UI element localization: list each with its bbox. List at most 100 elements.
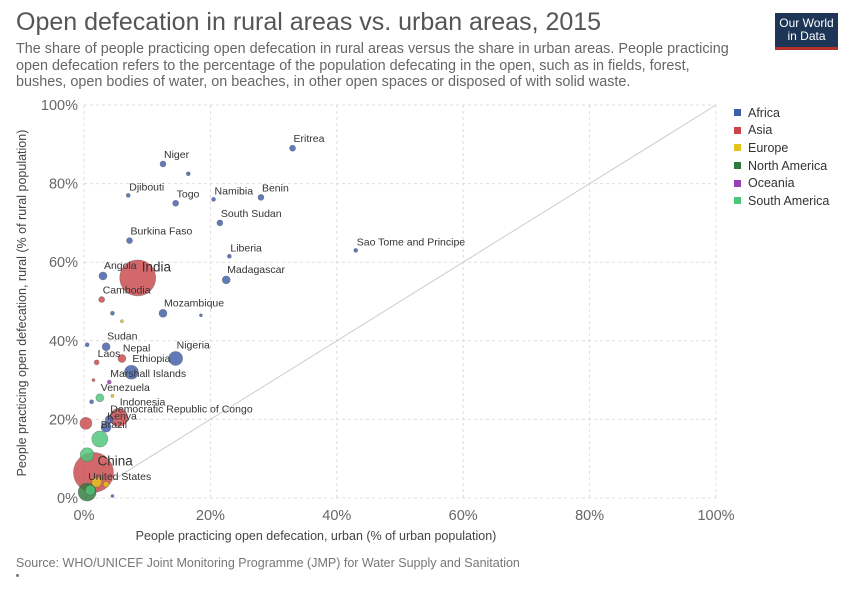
data-point [124, 364, 139, 380]
data-point [110, 394, 115, 398]
data-point [91, 430, 109, 448]
data-point [93, 359, 100, 366]
y-tick-label: 40% [49, 334, 78, 350]
logo-line-1: Our World [779, 16, 834, 30]
point-label: Mozambique [164, 297, 224, 309]
legend-item[interactable]: North America [734, 157, 829, 175]
x-axis-label: People practicing open defecation, urban… [136, 529, 497, 543]
owid-logo[interactable]: Our World in Data [775, 13, 838, 50]
point-label: Togo [177, 188, 200, 200]
legend-label: South America [748, 193, 830, 208]
point-label: Brazil [101, 419, 127, 431]
x-tick-label: 60% [449, 508, 478, 524]
legend-label: Oceania [748, 176, 795, 191]
point-label: Liberia [230, 242, 262, 254]
data-point [172, 199, 179, 207]
point-label: Benin [262, 182, 289, 194]
x-tick-label: 20% [196, 508, 225, 524]
point-label: Eritrea [294, 133, 325, 145]
data-point [353, 248, 359, 253]
y-axis-label: People practicing open defecation, rural… [15, 130, 29, 477]
legend-item[interactable]: Asia [734, 122, 829, 140]
data-point [117, 354, 127, 363]
y-tick-label: 20% [49, 412, 78, 428]
point-label: Niger [164, 149, 190, 161]
legend-swatch [734, 197, 741, 205]
x-tick-label: 80% [575, 508, 604, 524]
y-tick-label: 0% [57, 491, 78, 507]
data-point [211, 197, 216, 202]
legend-item[interactable]: Oceania [734, 174, 829, 192]
axis-ticks: 0%0% 20% 20% 40% 40% 60% 60% 80% 80% 100% 100% [41, 98, 735, 524]
point-label: Nepal [123, 342, 150, 354]
data-points [73, 144, 359, 502]
chart-title: Open defecation in rural areas vs. urban… [16, 8, 602, 36]
reference-line [83, 104, 717, 499]
point-label: Djibouti [129, 181, 164, 193]
legend-swatch [734, 162, 741, 170]
data-point [125, 193, 131, 198]
point-label: Marshall Islands [110, 368, 186, 380]
data-point [106, 379, 112, 385]
point-label: Angola [104, 260, 137, 272]
legend-label: Europe [748, 140, 789, 155]
data-point [79, 417, 93, 430]
data-point [100, 421, 112, 433]
point-label: Venezuela [101, 382, 150, 394]
data-point [104, 415, 114, 424]
data-point [89, 399, 94, 405]
y-tick-label: 100% [41, 98, 78, 114]
data-point [159, 160, 167, 168]
y-tick-label: 80% [49, 177, 78, 193]
legend-item[interactable]: Africa [734, 104, 829, 122]
point-label: Democratic Republic of Congo [110, 403, 253, 415]
data-point [216, 219, 224, 227]
data-point [168, 351, 183, 366]
point-label: India [142, 260, 172, 275]
data-point [126, 237, 133, 244]
point-label: Sao Tome and Principe [357, 236, 466, 248]
data-point [119, 259, 157, 297]
logo-line-2: in Data [787, 29, 826, 43]
data-point [199, 313, 203, 318]
source-note: Source: WHO/UNICEF Joint Monitoring Prog… [16, 556, 520, 570]
point-label: Nigeria [177, 339, 210, 351]
point-label: Kenya [107, 410, 137, 422]
data-point [91, 476, 102, 488]
data-point [79, 447, 95, 463]
data-point [110, 494, 115, 498]
data-point [95, 393, 105, 403]
legend-label: Africa [748, 105, 780, 120]
chart-subtitle: The share of people practicing open defe… [16, 41, 729, 90]
data-point [257, 194, 265, 201]
data-point [221, 275, 231, 285]
data-point [185, 171, 191, 177]
point-label: Madagascar [227, 264, 285, 276]
legend-item[interactable]: Europe [734, 139, 829, 157]
data-point [98, 271, 108, 281]
point-label: Laos [98, 348, 121, 360]
data-point [91, 378, 96, 382]
point-label: Ethiopia [132, 353, 170, 365]
point-label: Cambodia [103, 285, 151, 297]
legend-swatch [734, 126, 741, 134]
point-label: Burkina Faso [131, 226, 193, 238]
point-label: Namibia [215, 185, 254, 197]
point-label: Indonesia [120, 396, 166, 408]
y-tick-label: 60% [49, 255, 78, 271]
legend-item[interactable]: South America [734, 192, 829, 210]
data-point [102, 480, 110, 488]
legend: Africa Asia Europe North America Oceania Sout… [734, 104, 829, 210]
legend-swatch [734, 109, 741, 117]
point-labels: Eritrea Niger Djibouti Namibia Benin Togo Sout… [88, 133, 465, 483]
point-label: United States [88, 471, 151, 483]
legend-swatch [734, 144, 741, 152]
legend-label: North America [748, 158, 828, 173]
point-label: Sudan [107, 331, 138, 343]
data-point [110, 310, 115, 316]
diagonal-line [83, 104, 717, 499]
x-tick-label: 100% [697, 508, 734, 524]
data-point [289, 144, 296, 152]
point-label: China [97, 453, 133, 468]
